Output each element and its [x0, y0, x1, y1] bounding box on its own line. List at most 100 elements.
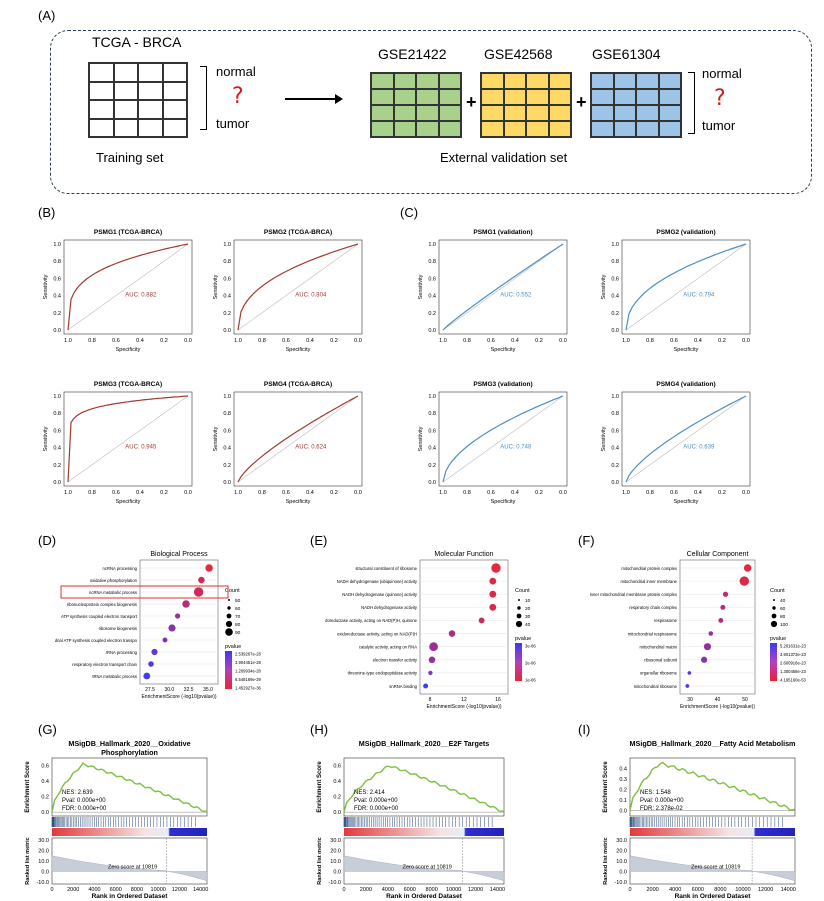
gsea-x-tick: 6000 [692, 887, 704, 893]
roc-title: PSMG1 (validation) [473, 229, 532, 236]
gsea-title: MSigDB_Hallmark_2020__Oxidative [68, 739, 190, 748]
table-cell [393, 105, 416, 121]
go-count-legend-label: 30 [525, 614, 531, 620]
go-count-legend-label: 100 [780, 622, 788, 628]
go-pvalue-legend-label: 3.904451e-28 [235, 660, 262, 665]
roc-ylabel: Sensitivity [213, 426, 219, 451]
go-pvalue-colorbar [515, 643, 522, 681]
go-term-label: NADH dehydrogenase (ubiquinone) activity [337, 579, 418, 584]
go-dot [148, 661, 154, 667]
roc-auc-label: AUC: 0.552 [500, 292, 532, 298]
go-pvalue-legend-label: 1.452927e-36 [235, 686, 262, 691]
table-cell [526, 73, 549, 89]
go-xlabel: EnrichmentScore (-log10(pvalue)) [426, 704, 501, 710]
gsea-e2f-targets-plot: MSigDB_Hallmark_2020__E2F Targets 0.6 0.4 0… [317, 739, 505, 898]
go-count-legend-title: Count [225, 588, 240, 594]
go-dot [168, 624, 176, 632]
roc-curve [67, 395, 189, 483]
roc-x-tick: 1.0 [439, 338, 447, 344]
go-term-label: mitochondrial respirasome [628, 631, 678, 636]
training-table [88, 62, 188, 138]
roc-x-tick: 0.2 [535, 490, 543, 496]
gsea-pval: Pval: 0.000e+00 [62, 798, 106, 804]
gsea-heat-bar [344, 828, 504, 836]
gsea-es-tick: 0.4 [41, 779, 49, 785]
go-dot [182, 600, 190, 608]
roc-plot-psmg3-tcga: PSMG3 (TCGA-BRCA) AUC: 0.945 1.0 0.8 0.6 0.4 0… [43, 381, 193, 505]
go-dot [489, 590, 497, 598]
roc-curve [237, 243, 359, 331]
roc-xlabel: Specificity [491, 347, 516, 353]
gsea-es-tick: 0.3 [619, 777, 627, 783]
go-term-label: respiratory electron transport chain [72, 662, 137, 667]
dataset-2-table [480, 72, 572, 138]
go-dot [448, 630, 456, 637]
roc-xlabel: Specificity [674, 499, 699, 505]
table-cell [481, 105, 504, 121]
gsea-x-tick: 8000 [131, 887, 143, 893]
roc-y-tick: 1.0 [611, 394, 619, 400]
gsea-rank-area [629, 855, 796, 882]
gsea-x-tick: 12000 [468, 887, 483, 893]
go-x-tick: 27.5 [145, 687, 155, 693]
table-cell [138, 118, 163, 137]
go-pvalue-legend-label: 3.901373e-23 [780, 652, 807, 657]
bracket-left [200, 66, 207, 130]
table-cell [548, 121, 571, 137]
roc-x-tick: 0.8 [88, 490, 96, 496]
gsea-x-tick: 0 [50, 887, 53, 893]
panel-label-g: (G) [38, 722, 57, 737]
go-pvalue-legend-label: 1e-06 [525, 678, 536, 683]
roc-x-tick: 0.2 [330, 490, 338, 496]
roc-ylabel: Sensitivity [43, 426, 49, 451]
roc-x-tick: 0.6 [670, 338, 678, 344]
table-cell [658, 121, 681, 137]
go-x-tick: 8 [429, 697, 432, 703]
table-cell [438, 105, 461, 121]
table-cell [526, 89, 549, 105]
table-cell [113, 100, 138, 119]
table-cell [162, 118, 187, 137]
go-x-tick: 30 [687, 697, 693, 703]
table-cell [503, 105, 526, 121]
table-cell [481, 89, 504, 105]
gsea-es-tick: 0.0 [41, 810, 49, 816]
go-dot [162, 637, 168, 643]
table-cell [371, 73, 394, 89]
roc-plot-psmg2-tcga: PSMG2 (TCGA-BRCA) AUC: 0.804 1.0 0.8 0.6 0.4 0… [213, 229, 363, 353]
roc-xlabel: Specificity [286, 499, 311, 505]
roc-x-tick: 0.0 [184, 490, 192, 496]
roc-x-tick: 0.6 [282, 338, 290, 344]
roc-y-tick: 0.4 [53, 446, 61, 452]
gsea-rank-label: Ranked list metric [25, 837, 31, 884]
go-pvalue-legend-label: 2.539267e-28 [235, 652, 262, 657]
gsea-rank-tick: 10.0 [616, 859, 627, 865]
go-term-label: rRNA processing [106, 650, 138, 655]
go-term-label: ncRNA processing [103, 566, 138, 571]
table-cell [591, 105, 614, 121]
roc-y-tick: 0.0 [611, 328, 619, 334]
go-dot [739, 576, 749, 586]
table-cell [613, 89, 636, 105]
dataset-1-name: GSE21422 [378, 46, 447, 62]
table-cell [393, 89, 416, 105]
table-cell [548, 105, 571, 121]
roc-y-tick: 0.8 [611, 259, 619, 265]
go-dot [193, 587, 204, 597]
roc-y-tick: 1.0 [428, 242, 436, 248]
validation-caption: External validation set [440, 150, 568, 165]
go-term-label: ribonucleoprotein complex biogenesis [67, 602, 137, 607]
roc-y-tick: 0.6 [53, 276, 61, 282]
go-xlabel: EnrichmentScore (-log10(pvalue)) [141, 694, 216, 700]
highlight-box [60, 585, 229, 599]
normal-label-left: normal [216, 64, 256, 79]
gsea-rank-area [51, 855, 208, 882]
go-title: Cellular Component [687, 551, 749, 558]
roc-diagonal [237, 395, 359, 483]
roc-y-tick: 0.4 [611, 446, 619, 452]
gsea-xlabel: Rank in Ordered Dataset [92, 893, 169, 898]
go-term-label: mitochondrial ATP synthesis coupled elec… [55, 638, 138, 643]
roc-x-tick: 1.0 [234, 490, 242, 496]
roc-y-tick: 0.2 [223, 463, 231, 469]
roc-y-tick: 0.6 [611, 428, 619, 434]
